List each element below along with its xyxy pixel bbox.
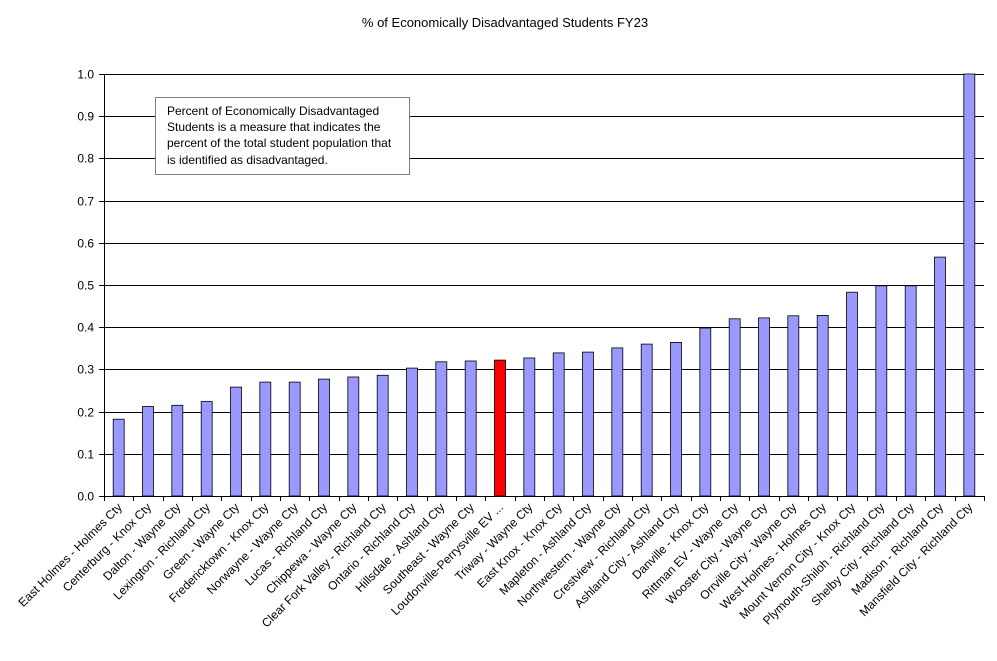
y-tick-label: 0.0 xyxy=(77,490,94,504)
bar-2 xyxy=(142,406,154,497)
y-tick-label: 0.2 xyxy=(77,406,94,420)
bar-21 xyxy=(699,327,712,497)
bar-15 xyxy=(523,357,536,497)
bar-14 xyxy=(494,359,506,497)
y-tick-label: 0.7 xyxy=(77,195,94,209)
axes xyxy=(99,74,985,501)
bar-1 xyxy=(112,418,125,497)
bar-29 xyxy=(934,256,946,497)
annotation-note: Percent of Economically Disadvantaged St… xyxy=(155,97,410,175)
gridlines xyxy=(104,74,984,455)
bar-9 xyxy=(347,376,360,497)
bar-20 xyxy=(670,341,682,497)
bar-11 xyxy=(406,367,418,497)
y-tick-labels: 0.0 0.1 0.2 0.3 0.4 0.5 0.6 0.7 0.8 0.9 1.0 xyxy=(77,68,94,504)
bar-22 xyxy=(728,318,741,497)
bar-5 xyxy=(230,386,242,497)
y-tick-label: 0.8 xyxy=(77,152,94,166)
bar-17 xyxy=(582,351,594,497)
bar-25 xyxy=(816,314,829,497)
y-tick-label: 1.0 xyxy=(77,68,94,82)
bar-27 xyxy=(875,285,888,497)
bars xyxy=(112,73,976,497)
y-tick-label: 0.5 xyxy=(77,279,94,293)
bar-24 xyxy=(787,315,800,497)
bar-23 xyxy=(758,317,770,497)
y-tick-label: 0.1 xyxy=(77,448,94,462)
bar-16 xyxy=(552,352,565,497)
bar-28 xyxy=(904,285,917,497)
y-tick-label: 0.4 xyxy=(77,321,94,335)
bar-6 xyxy=(259,381,272,497)
bar-8 xyxy=(318,378,330,497)
y-tick-label: 0.9 xyxy=(77,110,94,124)
bar-13 xyxy=(464,360,477,497)
bar-12 xyxy=(435,361,448,497)
bar-3 xyxy=(171,404,184,497)
bar-26 xyxy=(846,291,858,497)
bar-10 xyxy=(376,374,389,497)
bar-30 xyxy=(963,73,976,497)
y-tick-label: 0.3 xyxy=(77,363,94,377)
bar-18 xyxy=(611,347,624,497)
bar-7 xyxy=(288,381,301,497)
y-tick-label: 0.6 xyxy=(77,237,94,251)
bar-4 xyxy=(200,401,213,497)
chart-title: % of Economically Disadvantaged Students… xyxy=(362,15,648,30)
bar-19 xyxy=(640,343,653,497)
